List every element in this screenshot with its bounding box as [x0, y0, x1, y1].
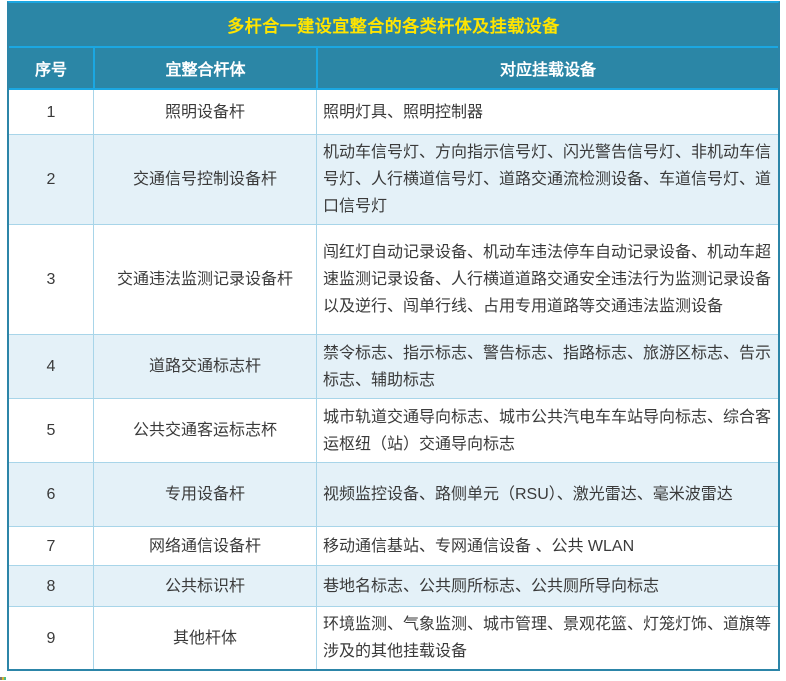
cell-seq: 8: [9, 566, 93, 607]
cell-pole: 交通违法监测记录设备杆: [93, 225, 316, 335]
cell-pole: 其他杆体: [93, 607, 316, 669]
cell-devices: 巷地名标志、公共厕所标志、公共厕所导向标志: [316, 566, 779, 607]
table-row: 2 交通信号控制设备杆 机动车信号灯、方向指示信号灯、闪光警告信号灯、非机动车信…: [9, 135, 779, 225]
table-row: 9 其他杆体 环境监测、气象监测、城市管理、景观花篮、灯笼灯饰、道旗等涉及的其他…: [9, 607, 779, 669]
cell-pole: 网络通信设备杆: [93, 527, 316, 566]
cell-devices: 环境监测、气象监测、城市管理、景观花篮、灯笼灯饰、道旗等涉及的其他挂载设备: [316, 607, 779, 669]
pole-integration-table-wrapper: 多杆合一建设宜整合的各类杆体及挂载设备 序号 宜整合杆体 对应挂载设备 1 照明…: [7, 1, 781, 671]
cell-seq: 7: [9, 527, 93, 566]
cell-devices: 城市轨道交通导向标志、城市公共汽电车车站导向标志、综合客运枢纽（站）交通导向标志: [316, 399, 779, 463]
cell-pole: 照明设备杆: [93, 90, 316, 135]
table-row: 4 道路交通标志杆 禁令标志、指示标志、警告标志、指路标志、旅游区标志、告示标志…: [9, 335, 779, 399]
table-title-row: 多杆合一建设宜整合的各类杆体及挂载设备: [9, 3, 779, 48]
cell-pole: 公共交通客运标志杯: [93, 399, 316, 463]
column-header-devices: 对应挂载设备: [316, 48, 779, 90]
table-row: 7 网络通信设备杆 移动通信基站、专网通信设备 、公共 WLAN: [9, 527, 779, 566]
cell-devices: 照明灯具、照明控制器: [316, 90, 779, 135]
cell-seq: 3: [9, 225, 93, 335]
cell-seq: 9: [9, 607, 93, 669]
cell-devices: 视频监控设备、路侧单元（RSU）、激光雷达、毫米波雷达: [316, 463, 779, 527]
cell-pole: 公共标识杆: [93, 566, 316, 607]
cell-seq: 6: [9, 463, 93, 527]
cell-pole: 道路交通标志杆: [93, 335, 316, 399]
stray-pixel-artifact: [0, 677, 6, 680]
table-row: 6 专用设备杆 视频监控设备、路侧单元（RSU）、激光雷达、毫米波雷达: [9, 463, 779, 527]
cell-devices: 闯红灯自动记录设备、机动车违法停车自动记录设备、机动车超速监测记录设备、人行横道…: [316, 225, 779, 335]
cell-pole: 交通信号控制设备杆: [93, 135, 316, 225]
table-title: 多杆合一建设宜整合的各类杆体及挂载设备: [9, 3, 779, 48]
table-row: 1 照明设备杆 照明灯具、照明控制器: [9, 90, 779, 135]
column-header-seq: 序号: [9, 48, 93, 90]
cell-devices: 机动车信号灯、方向指示信号灯、闪光警告信号灯、非机动车信号灯、人行横道信号灯、道…: [316, 135, 779, 225]
column-header-pole: 宜整合杆体: [93, 48, 316, 90]
cell-devices: 移动通信基站、专网通信设备 、公共 WLAN: [316, 527, 779, 566]
table-row: 5 公共交通客运标志杯 城市轨道交通导向标志、城市公共汽电车车站导向标志、综合客…: [9, 399, 779, 463]
table-row: 8 公共标识杆 巷地名标志、公共厕所标志、公共厕所导向标志: [9, 566, 779, 607]
cell-devices: 禁令标志、指示标志、警告标志、指路标志、旅游区标志、告示标志、辅助标志: [316, 335, 779, 399]
cell-seq: 1: [9, 90, 93, 135]
pole-integration-table: 多杆合一建设宜整合的各类杆体及挂载设备 序号 宜整合杆体 对应挂载设备 1 照明…: [7, 1, 781, 671]
cell-seq: 2: [9, 135, 93, 225]
cell-seq: 4: [9, 335, 93, 399]
table-header-row: 序号 宜整合杆体 对应挂载设备: [9, 48, 779, 90]
cell-seq: 5: [9, 399, 93, 463]
cell-pole: 专用设备杆: [93, 463, 316, 527]
table-row: 3 交通违法监测记录设备杆 闯红灯自动记录设备、机动车违法停车自动记录设备、机动…: [9, 225, 779, 335]
